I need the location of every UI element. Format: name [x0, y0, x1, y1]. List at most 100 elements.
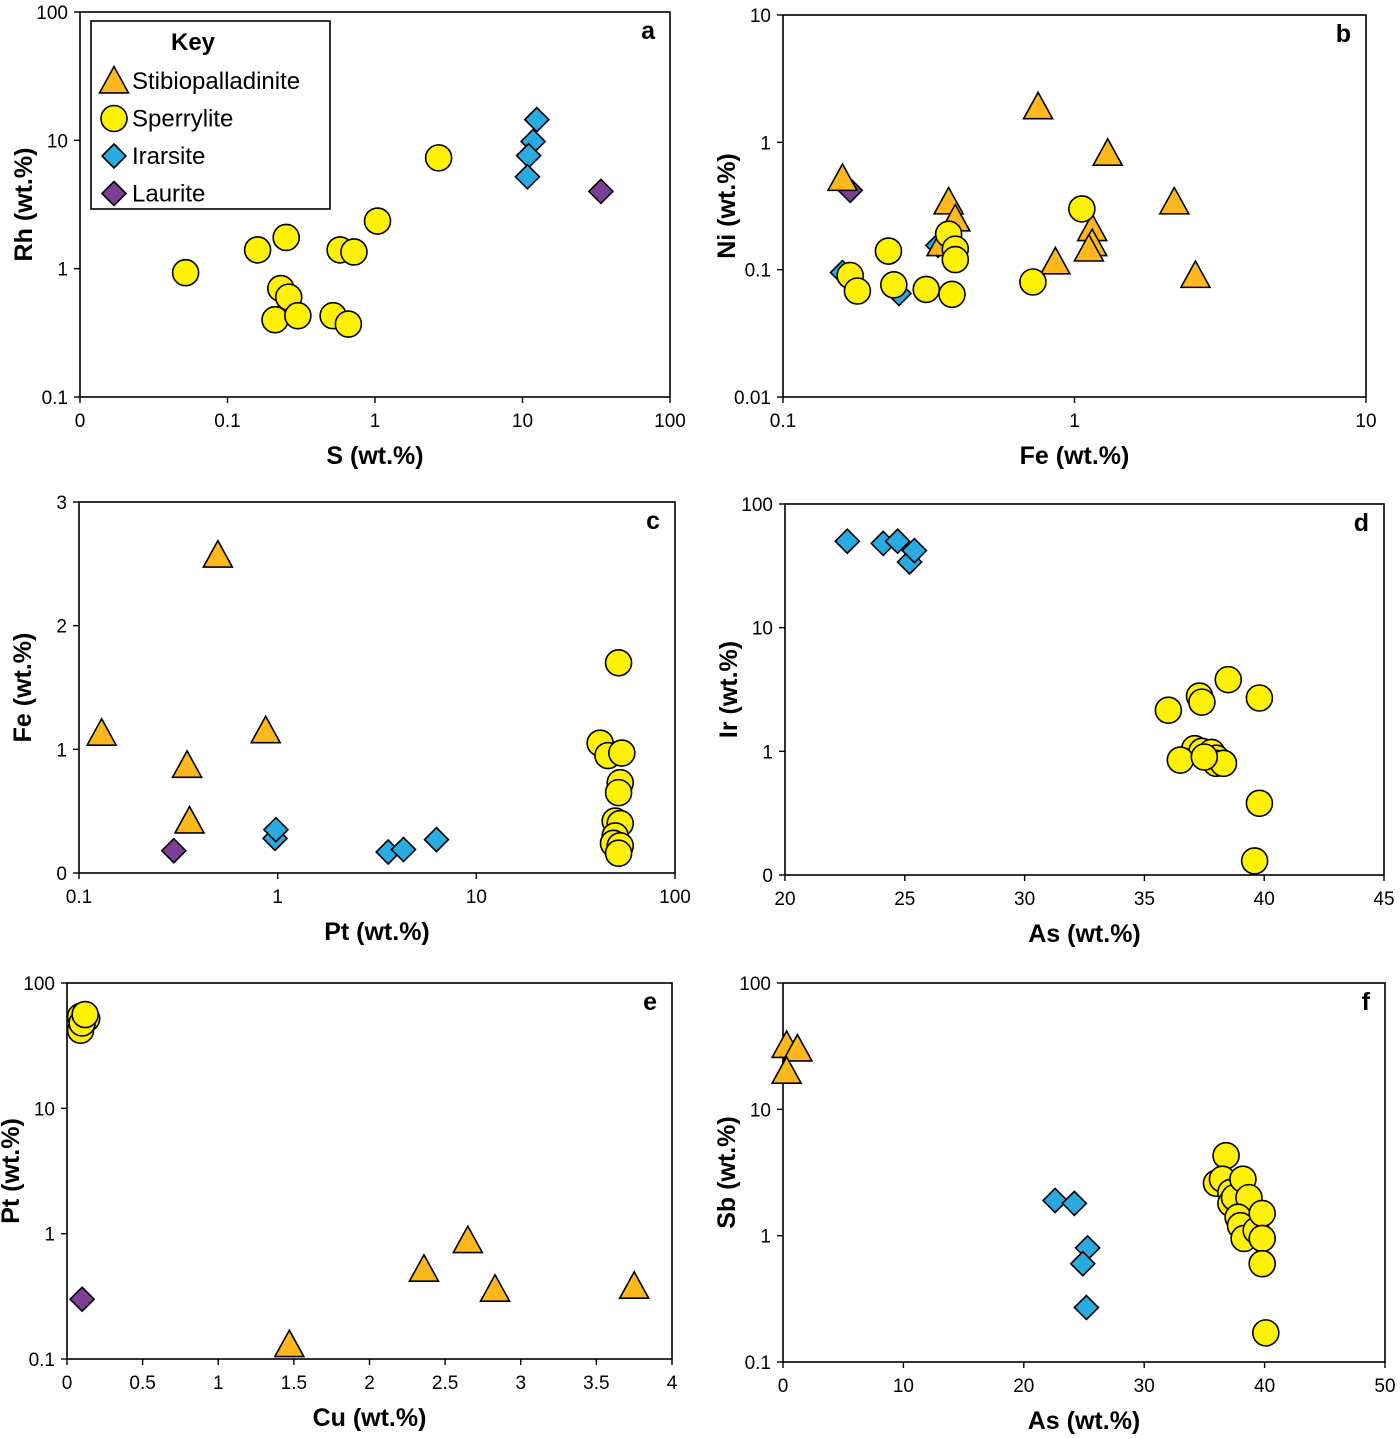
x-tick-label: 10	[512, 411, 533, 432]
x-tick-label: 0.5	[129, 1373, 155, 1394]
data-point-sper	[1154, 696, 1183, 725]
panel-letter: e	[643, 988, 657, 1016]
data-point-stib	[408, 1253, 440, 1282]
series-laur	[68, 1286, 96, 1313]
series-sper	[1202, 1141, 1280, 1347]
x-tick-label: 40	[1254, 1376, 1275, 1397]
data-point-sper	[874, 237, 903, 265]
y-axis-label: Ir (wt.%)	[715, 641, 743, 738]
chart-a: 0 0.1 1 10 100 0.1 1 10 100 S (wt.%) Rh (wt.%) a	[10, 3, 686, 470]
plot-frame	[782, 982, 1386, 1363]
panel-letter: c	[646, 507, 660, 535]
data-point-irar	[1041, 1187, 1069, 1214]
legend-label-sper: Sperrylite	[132, 106, 233, 133]
x-tick-label: 4	[667, 1373, 678, 1394]
data-point-irar	[514, 163, 541, 190]
series-irar	[514, 106, 550, 190]
x-tick-label: 10	[1355, 411, 1376, 432]
x-axis-label: As (wt.%)	[1028, 1407, 1141, 1435]
chart-c: 0.1 1 10 100 0 1 2 3 Pt (wt.%) Fe (wt.%) c	[9, 493, 691, 946]
data-point-sper	[272, 223, 300, 252]
data-point-stib	[826, 162, 859, 192]
data-point-sper	[1248, 1249, 1276, 1278]
x-tick-label: 0	[62, 1373, 73, 1394]
x-tick-label: 35	[1134, 889, 1155, 910]
x-tick-label: 2.5	[432, 1373, 458, 1394]
data-point-laur	[587, 178, 615, 205]
data-point-irar	[1073, 1294, 1100, 1321]
x-tick-label: 30	[1014, 889, 1035, 910]
y-axis-label: Sb (wt.%)	[713, 1116, 741, 1229]
y-tick-label: 0.1	[29, 1350, 55, 1371]
data-point-sper	[1248, 1224, 1276, 1253]
y-axis-label: Pt (wt.%)	[0, 1118, 25, 1224]
series-sper	[586, 648, 636, 868]
data-point-irar	[423, 826, 450, 853]
data-point-stib	[479, 1273, 511, 1302]
data-point-sper	[340, 238, 368, 266]
data-point-sper	[604, 648, 633, 677]
data-point-laur	[68, 1286, 96, 1313]
x-tick-label: 30	[1134, 1376, 1155, 1397]
legend-marker-stib	[98, 64, 130, 94]
series-sper	[1154, 665, 1274, 875]
chart-f: 0 10 20 30 40 50 0.1 1 10 100 As (wt.%) Sb (wt.%) f	[713, 974, 1396, 1435]
series-stib	[273, 1224, 651, 1358]
data-point-sper	[171, 258, 200, 287]
data-point-irar	[834, 528, 861, 555]
plot-frame	[66, 982, 673, 1360]
series-stib	[85, 539, 282, 834]
panel-letter: b	[1336, 20, 1351, 48]
data-point-irar	[884, 528, 911, 555]
x-tick-label: 1	[272, 887, 283, 908]
y-tick-label: 2	[56, 617, 67, 638]
y-tick-label: 3	[56, 493, 67, 514]
x-axis-label: As (wt.%)	[1028, 920, 1141, 948]
plot-frame	[78, 501, 676, 874]
data-point-sper	[912, 275, 941, 304]
x-tick-label: 0.1	[770, 411, 796, 432]
legend-marker-sper	[100, 104, 128, 133]
x-tick-label: 0.1	[66, 887, 92, 908]
data-point-irar	[523, 106, 550, 133]
y-tick-label: 1	[760, 1227, 771, 1248]
data-point-sper	[604, 839, 633, 868]
panel-letter: d	[1354, 509, 1369, 537]
data-point-sper	[843, 277, 872, 305]
data-point-sper	[1252, 1319, 1280, 1347]
data-point-sper	[284, 301, 312, 330]
x-tick-label: 45	[1373, 889, 1394, 910]
data-point-irar	[901, 537, 928, 564]
legend-marker-irar	[100, 142, 128, 170]
data-point-stib	[202, 539, 234, 568]
x-tick-label: 1	[1069, 411, 1080, 432]
data-point-stib	[1179, 259, 1212, 289]
y-axis-label: Ni (wt.%)	[713, 153, 741, 259]
y-tick-label: 1	[762, 742, 773, 763]
series-laur	[160, 837, 187, 864]
x-axis-label: Pt (wt.%)	[324, 918, 430, 946]
x-tick-label: 50	[1374, 1376, 1395, 1397]
data-point-stib	[249, 714, 282, 744]
data-point-irar	[262, 816, 290, 843]
legend: Key Stibiopalladinite Sperrylite Irarsite La…	[90, 20, 331, 210]
data-point-stib	[273, 1328, 306, 1358]
y-tick-label: 0.1	[42, 388, 68, 409]
series-sper	[836, 195, 1096, 309]
y-tick-label: 0.1	[745, 261, 771, 282]
data-point-sper	[1248, 1199, 1276, 1228]
y-tick-label: 100	[36, 3, 68, 24]
y-tick-label: 10	[34, 1099, 55, 1120]
data-point-stib	[770, 1055, 803, 1084]
data-point-sper	[1212, 1141, 1240, 1170]
data-point-stib	[173, 804, 206, 834]
data-point-sper	[941, 245, 970, 274]
data-point-irar	[1061, 1190, 1088, 1217]
chart-d: 20 25 30 35 40 45 0 1 10 100 As (wt.%) Ir (wt.%) d	[715, 495, 1395, 948]
data-point-sper	[604, 778, 633, 807]
data-point-sper	[1019, 268, 1047, 296]
data-point-sper	[243, 236, 272, 264]
x-axis-label: Cu (wt.%)	[313, 1404, 427, 1432]
